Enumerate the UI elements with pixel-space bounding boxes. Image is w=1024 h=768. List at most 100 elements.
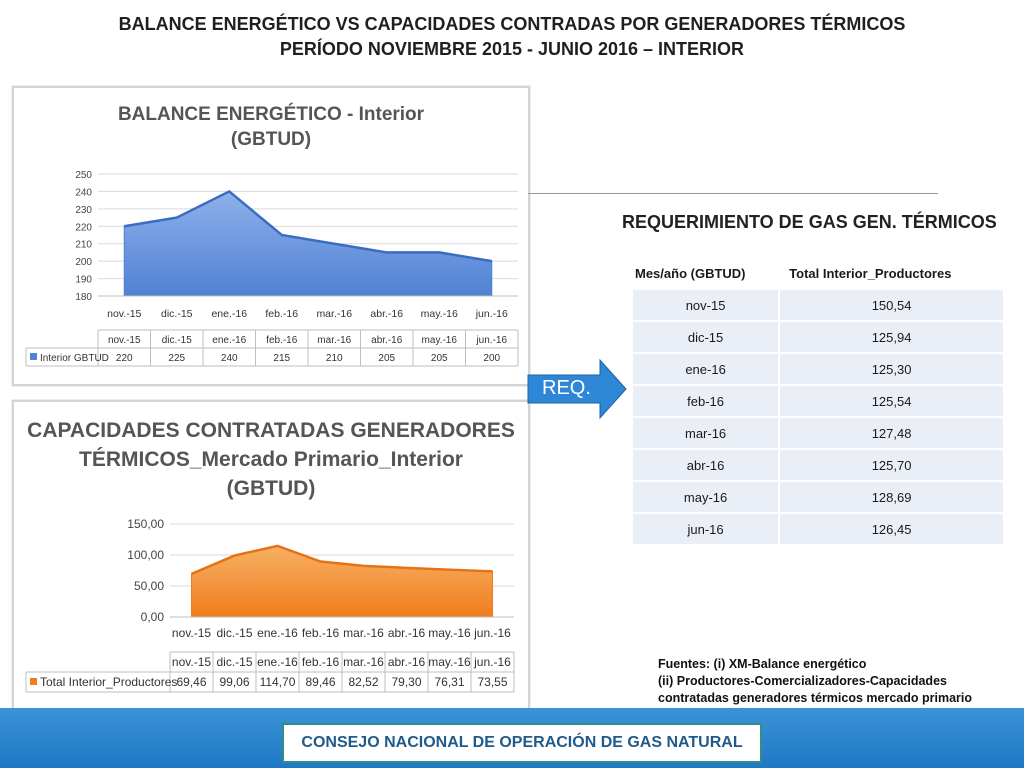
table-header-row: Mes/año (GBTUD) Total Interior_Productor…	[633, 258, 1003, 289]
req-arrow-icon	[527, 358, 627, 420]
data-label: 82,52	[348, 675, 378, 689]
table-header-month: Mes/año (GBTUD)	[633, 258, 780, 289]
table-cell-month: nov-15	[633, 288, 781, 321]
sources-note: Fuentes: (i) XM-Balance energético (ii) …	[658, 656, 972, 707]
table-cell-month: ene-16	[633, 352, 781, 385]
requirement-title: REQUERIMIENTO DE GAS GEN. TÉRMICOS	[622, 212, 997, 232]
capacity-chart-title-line1: CAPACIDADES CONTRATADAS GENERADORES	[27, 419, 515, 442]
data-table-header: dic.-15	[216, 655, 252, 669]
table-row: dic-15 125,94	[633, 320, 1003, 353]
balance-chart-panel: BALANCE ENERGÉTICO - Interior (GBTUD) 18…	[12, 86, 530, 386]
data-table-header: feb.-16	[266, 335, 298, 346]
data-table-header: mar.-16	[317, 335, 351, 346]
x-tick-label: dic.-15	[216, 626, 252, 640]
data-label: 220	[116, 353, 133, 364]
capacity-chart-title-line3: (GBTUD)	[226, 477, 316, 500]
data-label: 215	[273, 353, 290, 364]
divider-line	[528, 193, 938, 194]
x-tick-label: may.-16	[428, 626, 471, 640]
capacity-chart-svg: 0,00 50,00 100,00 150,00 nov.-15 dic.-15 ene.-…	[25, 517, 515, 693]
table-cell-month: may-16	[633, 480, 781, 513]
x-tick-label: nov.-15	[172, 626, 211, 640]
data-label: 210	[326, 353, 343, 364]
data-table-header: mar.-16	[343, 655, 384, 669]
y-tick-label: 150,00	[127, 517, 164, 531]
data-label: 73,55	[477, 675, 507, 689]
legend-swatch	[30, 353, 37, 360]
x-tick-label: dic.-15	[161, 308, 193, 320]
x-tick-label: abr.-16	[388, 626, 426, 640]
balance-chart-title-line1: BALANCE ENERGÉTICO - Interior	[117, 104, 425, 125]
y-tick-label: 180	[75, 292, 92, 303]
balance-chart-title: BALANCE ENERGÉTICO - Interior (GBTUD)	[14, 102, 528, 152]
y-tick-label: 0,00	[141, 610, 165, 624]
data-label: 225	[168, 353, 185, 364]
table-cell-total: 127,48	[779, 416, 1003, 449]
legend-label: Interior GBTUD	[40, 353, 109, 364]
y-tick-label: 100,00	[127, 548, 164, 562]
table-cell-total: 125,30	[779, 352, 1003, 385]
sources-line3: contratadas generadores térmicos mercado…	[658, 691, 973, 705]
y-tick-label: 230	[75, 205, 92, 216]
sources-line2: (ii) Productores-Comercializadores-Capac…	[658, 674, 947, 688]
table-row: ene-16 125,30	[633, 352, 1003, 385]
y-tick-label: 210	[75, 240, 92, 251]
table-cell-month: abr-16	[633, 448, 781, 481]
data-label: 89,46	[305, 675, 335, 689]
req-arrow-label: REQ.	[542, 377, 591, 399]
requirement-table-body: nov-15 150,54 dic-15 125,94 ene-16 125,30 feb-…	[633, 288, 1003, 544]
data-table-header: jun.-16	[473, 655, 511, 669]
page-title: BALANCE ENERGÉTICO VS CAPACIDADES CONTRA…	[0, 12, 1024, 62]
table-cell-total: 125,54	[779, 384, 1003, 417]
table-row: feb-16 125,54	[633, 384, 1003, 417]
y-tick-label: 220	[75, 222, 92, 233]
table-row: may-16 128,69	[633, 480, 1003, 513]
x-tick-label: jun.-16	[475, 308, 508, 320]
capacity-chart-title-line2: TÉRMICOS_Mercado Primario_Interior	[79, 448, 463, 471]
data-label: 99,06	[219, 675, 249, 689]
legend-swatch	[30, 678, 37, 685]
data-table-header: may.-16	[428, 655, 471, 669]
data-table-header: abr.-16	[388, 655, 426, 669]
y-tick-label: 250	[75, 170, 92, 181]
requirement-table: Mes/año (GBTUD) Total Interior_Productor…	[633, 258, 1003, 544]
y-tick-label: 200	[75, 257, 92, 268]
y-tick-label: 190	[75, 275, 92, 286]
data-label: 205	[431, 353, 448, 364]
data-label: 114,70	[260, 675, 296, 689]
data-table-header: jun.-16	[475, 335, 507, 346]
footer-label: CONSEJO NACIONAL DE OPERACIÓN DE GAS NAT…	[282, 723, 762, 763]
balance-chart-title-line2: (GBTUD)	[230, 129, 312, 150]
table-row: abr-16 125,70	[633, 448, 1003, 481]
data-table-header: abr.-16	[371, 335, 403, 346]
capacity-chart-panel: CAPACIDADES CONTRATADAS GENERADORES TÉRM…	[12, 400, 530, 710]
table-header-total: Total Interior_Productores	[779, 258, 1003, 289]
data-table-header: nov.-15	[108, 335, 141, 346]
page-title-line2: PERÍODO NOVIEMBRE 2015 - JUNIO 2016 – IN…	[279, 39, 745, 59]
series-area	[191, 545, 493, 618]
table-row: nov-15 150,54	[633, 288, 1003, 321]
table-row: jun-16 126,45	[633, 512, 1003, 544]
table-cell-total: 125,70	[779, 448, 1003, 481]
series-line	[191, 544, 493, 576]
x-tick-label: ene.-16	[257, 626, 298, 640]
table-cell-month: dic-15	[633, 320, 781, 353]
x-tick-label: feb.-16	[302, 626, 340, 640]
data-table-header: feb.-16	[302, 655, 340, 669]
x-tick-label: may.-16	[421, 308, 458, 320]
table-row: mar-16 127,48	[633, 416, 1003, 449]
x-tick-label: ene.-16	[211, 308, 247, 320]
table-cell-month: mar-16	[633, 416, 781, 449]
data-table-header: may.-16	[422, 335, 458, 346]
table-cell-total: 128,69	[779, 480, 1003, 513]
data-label: 69,46	[176, 675, 206, 689]
y-tick-label: 240	[75, 187, 92, 198]
data-label: 200	[483, 353, 500, 364]
legend-label: Total Interior_Productores	[40, 675, 177, 689]
series-line	[124, 189, 492, 263]
sources-line1: Fuentes: (i) XM-Balance energético	[658, 657, 867, 671]
data-label: 79,30	[391, 675, 421, 689]
balance-chart-svg: 180 190 200 210 220 230 240 250 nov.-15 dic.-15 en…	[25, 170, 519, 367]
x-tick-label: jun.-16	[473, 626, 511, 640]
y-tick-label: 50,00	[134, 579, 164, 593]
